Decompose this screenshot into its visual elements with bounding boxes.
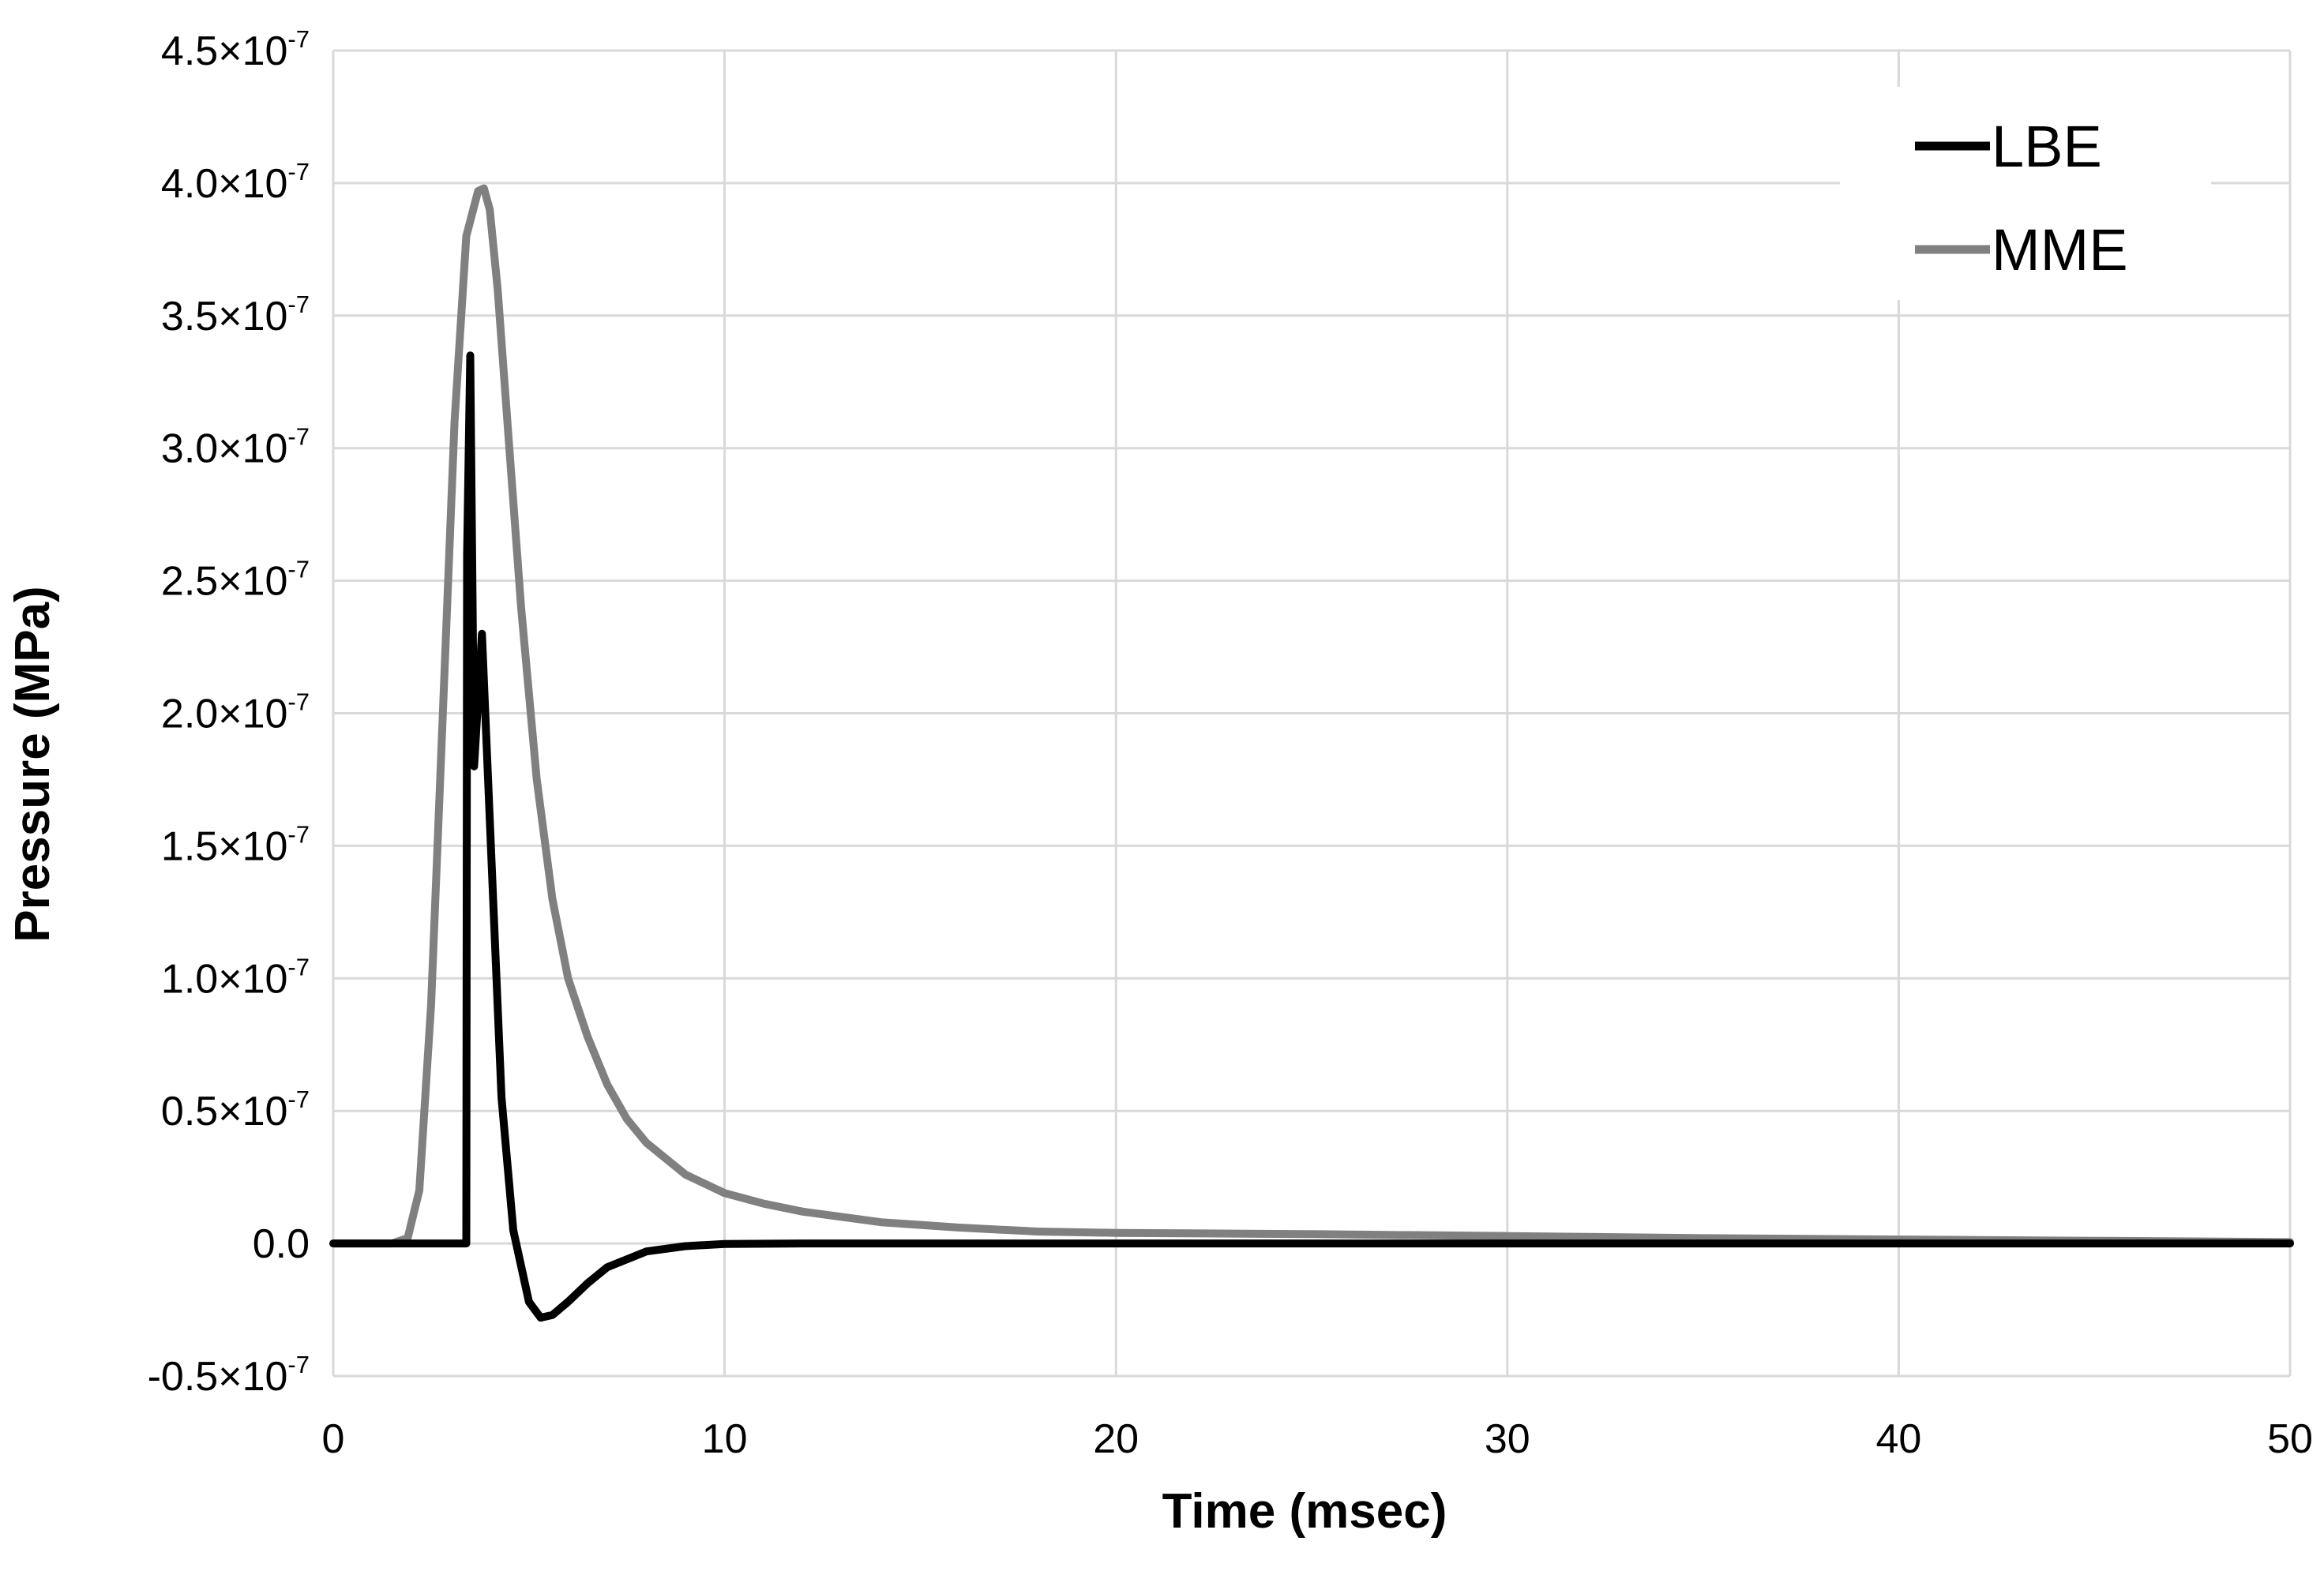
- y-tick-exponent-10: -7: [287, 25, 310, 53]
- y-tick-mantissa-9: 4.0×10: [161, 161, 288, 207]
- y-tick-mantissa-5: 2.0×10: [161, 692, 288, 737]
- gridlines: [332, 49, 2292, 1378]
- x-tick-label-1: 10: [702, 1416, 748, 1462]
- y-tick-label-3: 1.0×10-7: [161, 953, 310, 1002]
- y-tick-exponent-0: -7: [287, 1351, 310, 1378]
- y-tick-label-6: 2.5×10-7: [161, 556, 310, 605]
- y-tick-label-7: 3.0×10-7: [161, 423, 310, 472]
- y-tick-mantissa-1: 0.0: [253, 1221, 310, 1267]
- x-tick-label-0: 0: [322, 1416, 345, 1462]
- y-tick-mantissa-3: 1.0×10: [161, 956, 288, 1002]
- y-tick-label-8: 3.5×10-7: [161, 291, 310, 339]
- y-tick-exponent-5: -7: [287, 688, 310, 716]
- y-tick-exponent-7: -7: [287, 423, 310, 451]
- y-tick-exponent-3: -7: [287, 953, 310, 980]
- y-tick-label-2: 0.5×10-7: [161, 1085, 310, 1134]
- y-tick-exponent-8: -7: [287, 291, 310, 318]
- y-tick-mantissa-4: 1.5×10: [161, 823, 288, 869]
- y-tick-mantissa-6: 2.5×10: [161, 559, 288, 605]
- series-line-lbe: [329, 351, 2294, 1322]
- y-tick-exponent-2: -7: [287, 1085, 310, 1113]
- y-tick-exponent-9: -7: [287, 158, 310, 186]
- x-tick-label-2: 20: [1093, 1416, 1139, 1462]
- y-tick-mantissa-7: 3.0×10: [161, 426, 288, 472]
- y-tick-mantissa-10: 4.5×10: [161, 28, 288, 74]
- x-tick-label-5: 50: [2267, 1416, 2313, 1462]
- y-tick-label-0: -0.5×10-7: [148, 1351, 310, 1400]
- legend-label-mme: MME: [1992, 217, 2128, 283]
- x-tick-label-3: 30: [1485, 1416, 1530, 1462]
- y-tick-label-10: 4.5×10-7: [161, 25, 310, 74]
- plot-series: [329, 184, 2294, 1322]
- y-axis-title: Pressure (MPa): [6, 586, 60, 942]
- y-tick-exponent-4: -7: [287, 820, 310, 848]
- y-tick-label-5: 2.0×10-7: [161, 688, 310, 737]
- x-axis-title: Time (msec): [1162, 1484, 1447, 1539]
- legend-label-lbe: LBE: [1992, 114, 2102, 179]
- y-tick-mantissa-2: 0.5×10: [161, 1089, 288, 1134]
- y-tick-label-1: 0.0: [253, 1221, 310, 1267]
- y-tick-mantissa-8: 3.5×10: [161, 294, 288, 339]
- series-line-mme: [329, 184, 2294, 1248]
- legend-background: [1840, 87, 2211, 300]
- legend: LBE MME: [1840, 87, 2211, 300]
- y-tick-label-9: 4.0×10-7: [161, 158, 310, 207]
- tick-labels: 0 10 20 30 40 50-0.5×10-70.00.5×10-71.0×10-71…: [148, 25, 2313, 1462]
- x-tick-label-4: 40: [1875, 1416, 1921, 1462]
- y-tick-mantissa-0: -0.5×10: [148, 1354, 288, 1400]
- y-tick-label-4: 1.5×10-7: [161, 820, 310, 869]
- y-tick-exponent-6: -7: [287, 556, 310, 583]
